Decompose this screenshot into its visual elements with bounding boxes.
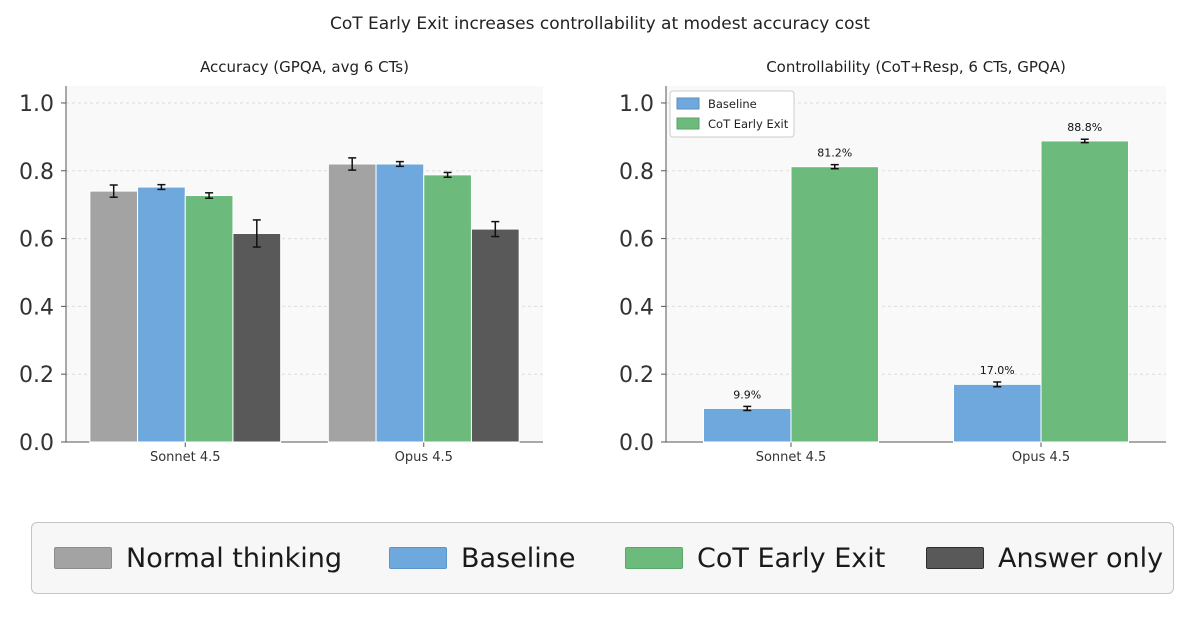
chart-title: Controllability (CoT+Resp, 6 CTs, GPQA) — [766, 58, 1066, 76]
legend-swatch-answer-only — [926, 547, 984, 569]
legend-label-normal-thinking: Normal thinking — [126, 542, 342, 574]
y-tick-label: 0.0 — [619, 431, 654, 456]
figure-title: CoT Early Exit increases controllability… — [329, 14, 871, 34]
accuracy-chart: Accuracy (GPQA, avg 6 CTs) 0.0 0.2 0.4 0.6 0.… — [19, 58, 543, 465]
y-tick-label: 0.2 — [619, 363, 654, 388]
x-tick-label-opus-4-5: Opus 4.5 — [395, 450, 453, 465]
legend-swatch-baseline — [389, 547, 447, 569]
bar-baseline-sonnet-4-5 — [703, 407, 792, 443]
controllability-chart: Controllability (CoT+Resp, 6 CTs, GPQA) 0… — [619, 58, 1166, 465]
x-tick-label-sonnet-4-5: Sonnet 4.5 — [150, 450, 221, 465]
legend-item-cot-early-exit: CoT Early Exit — [625, 523, 885, 593]
y-tick-label: 0.4 — [19, 295, 54, 320]
bar-baseline-sonnet-4-5 — [137, 186, 186, 443]
bar-baseline-opus-4-5 — [375, 163, 425, 443]
figure-legend: Normal thinking Baseline CoT Early Exit … — [31, 522, 1174, 594]
y-tick-label: 0.8 — [619, 160, 654, 185]
legend-label-baseline: Baseline — [461, 542, 576, 574]
chart-legend: Baseline CoT Early Exit — [669, 90, 795, 138]
bar-normal-thinking-sonnet-4-5 — [89, 190, 139, 443]
bar-cot-early-exit-opus-4-5 — [423, 174, 472, 443]
bar-cot-early-exit-sonnet-4-5 — [184, 195, 234, 443]
y-tick-label: 1.0 — [19, 92, 54, 117]
data-label-cot-early-exit-opus-4-5: 88.8% — [1067, 121, 1102, 134]
bar-cot-early-exit-opus-4-5 — [1040, 140, 1129, 443]
bar-normal-thinking-opus-4-5 — [327, 163, 377, 443]
data-label-baseline-opus-4-5: 17.0% — [980, 364, 1015, 377]
bar-answer-only-opus-4-5 — [470, 228, 520, 443]
legend-swatch-cot-early-exit — [625, 547, 683, 569]
legend-item-normal-thinking: Normal thinking — [54, 523, 342, 593]
y-tick-label: 0.0 — [19, 431, 54, 456]
legend-label-cot-early-exit: CoT Early Exit — [697, 542, 886, 574]
y-tick-label: 0.6 — [19, 228, 54, 253]
bar-cot-early-exit-sonnet-4-5 — [790, 166, 879, 443]
x-tick-label-opus-4-5: Opus 4.5 — [1012, 450, 1070, 465]
data-label-cot-early-exit-sonnet-4-5: 81.2% — [817, 147, 852, 160]
y-tick-label: 0.6 — [619, 228, 654, 253]
legend-swatch-normal-thinking — [54, 547, 112, 569]
y-tick-label: 0.8 — [19, 160, 54, 185]
bar-answer-only-sonnet-4-5 — [232, 232, 282, 443]
chart-legend-swatch-baseline — [676, 97, 700, 110]
chart-legend-label-baseline: Baseline — [708, 97, 757, 111]
legend-item-baseline: Baseline — [389, 523, 575, 593]
chart-legend-swatch-cot-early-exit — [676, 117, 700, 130]
y-tick-label: 0.2 — [19, 363, 54, 388]
y-tick-label: 0.4 — [619, 295, 654, 320]
chart-legend-label-cot-early-exit: CoT Early Exit — [708, 117, 789, 131]
data-label-baseline-sonnet-4-5: 9.9% — [733, 388, 761, 401]
chart-legend-box — [669, 90, 795, 138]
legend-item-answer-only: Answer only — [926, 523, 1163, 593]
chart-title: Accuracy (GPQA, avg 6 CTs) — [200, 58, 409, 76]
bar-baseline-opus-4-5 — [953, 383, 1042, 443]
y-tick-label: 1.0 — [619, 92, 654, 117]
x-tick-label-sonnet-4-5: Sonnet 4.5 — [756, 450, 827, 465]
legend-label-answer-only: Answer only — [998, 542, 1164, 574]
